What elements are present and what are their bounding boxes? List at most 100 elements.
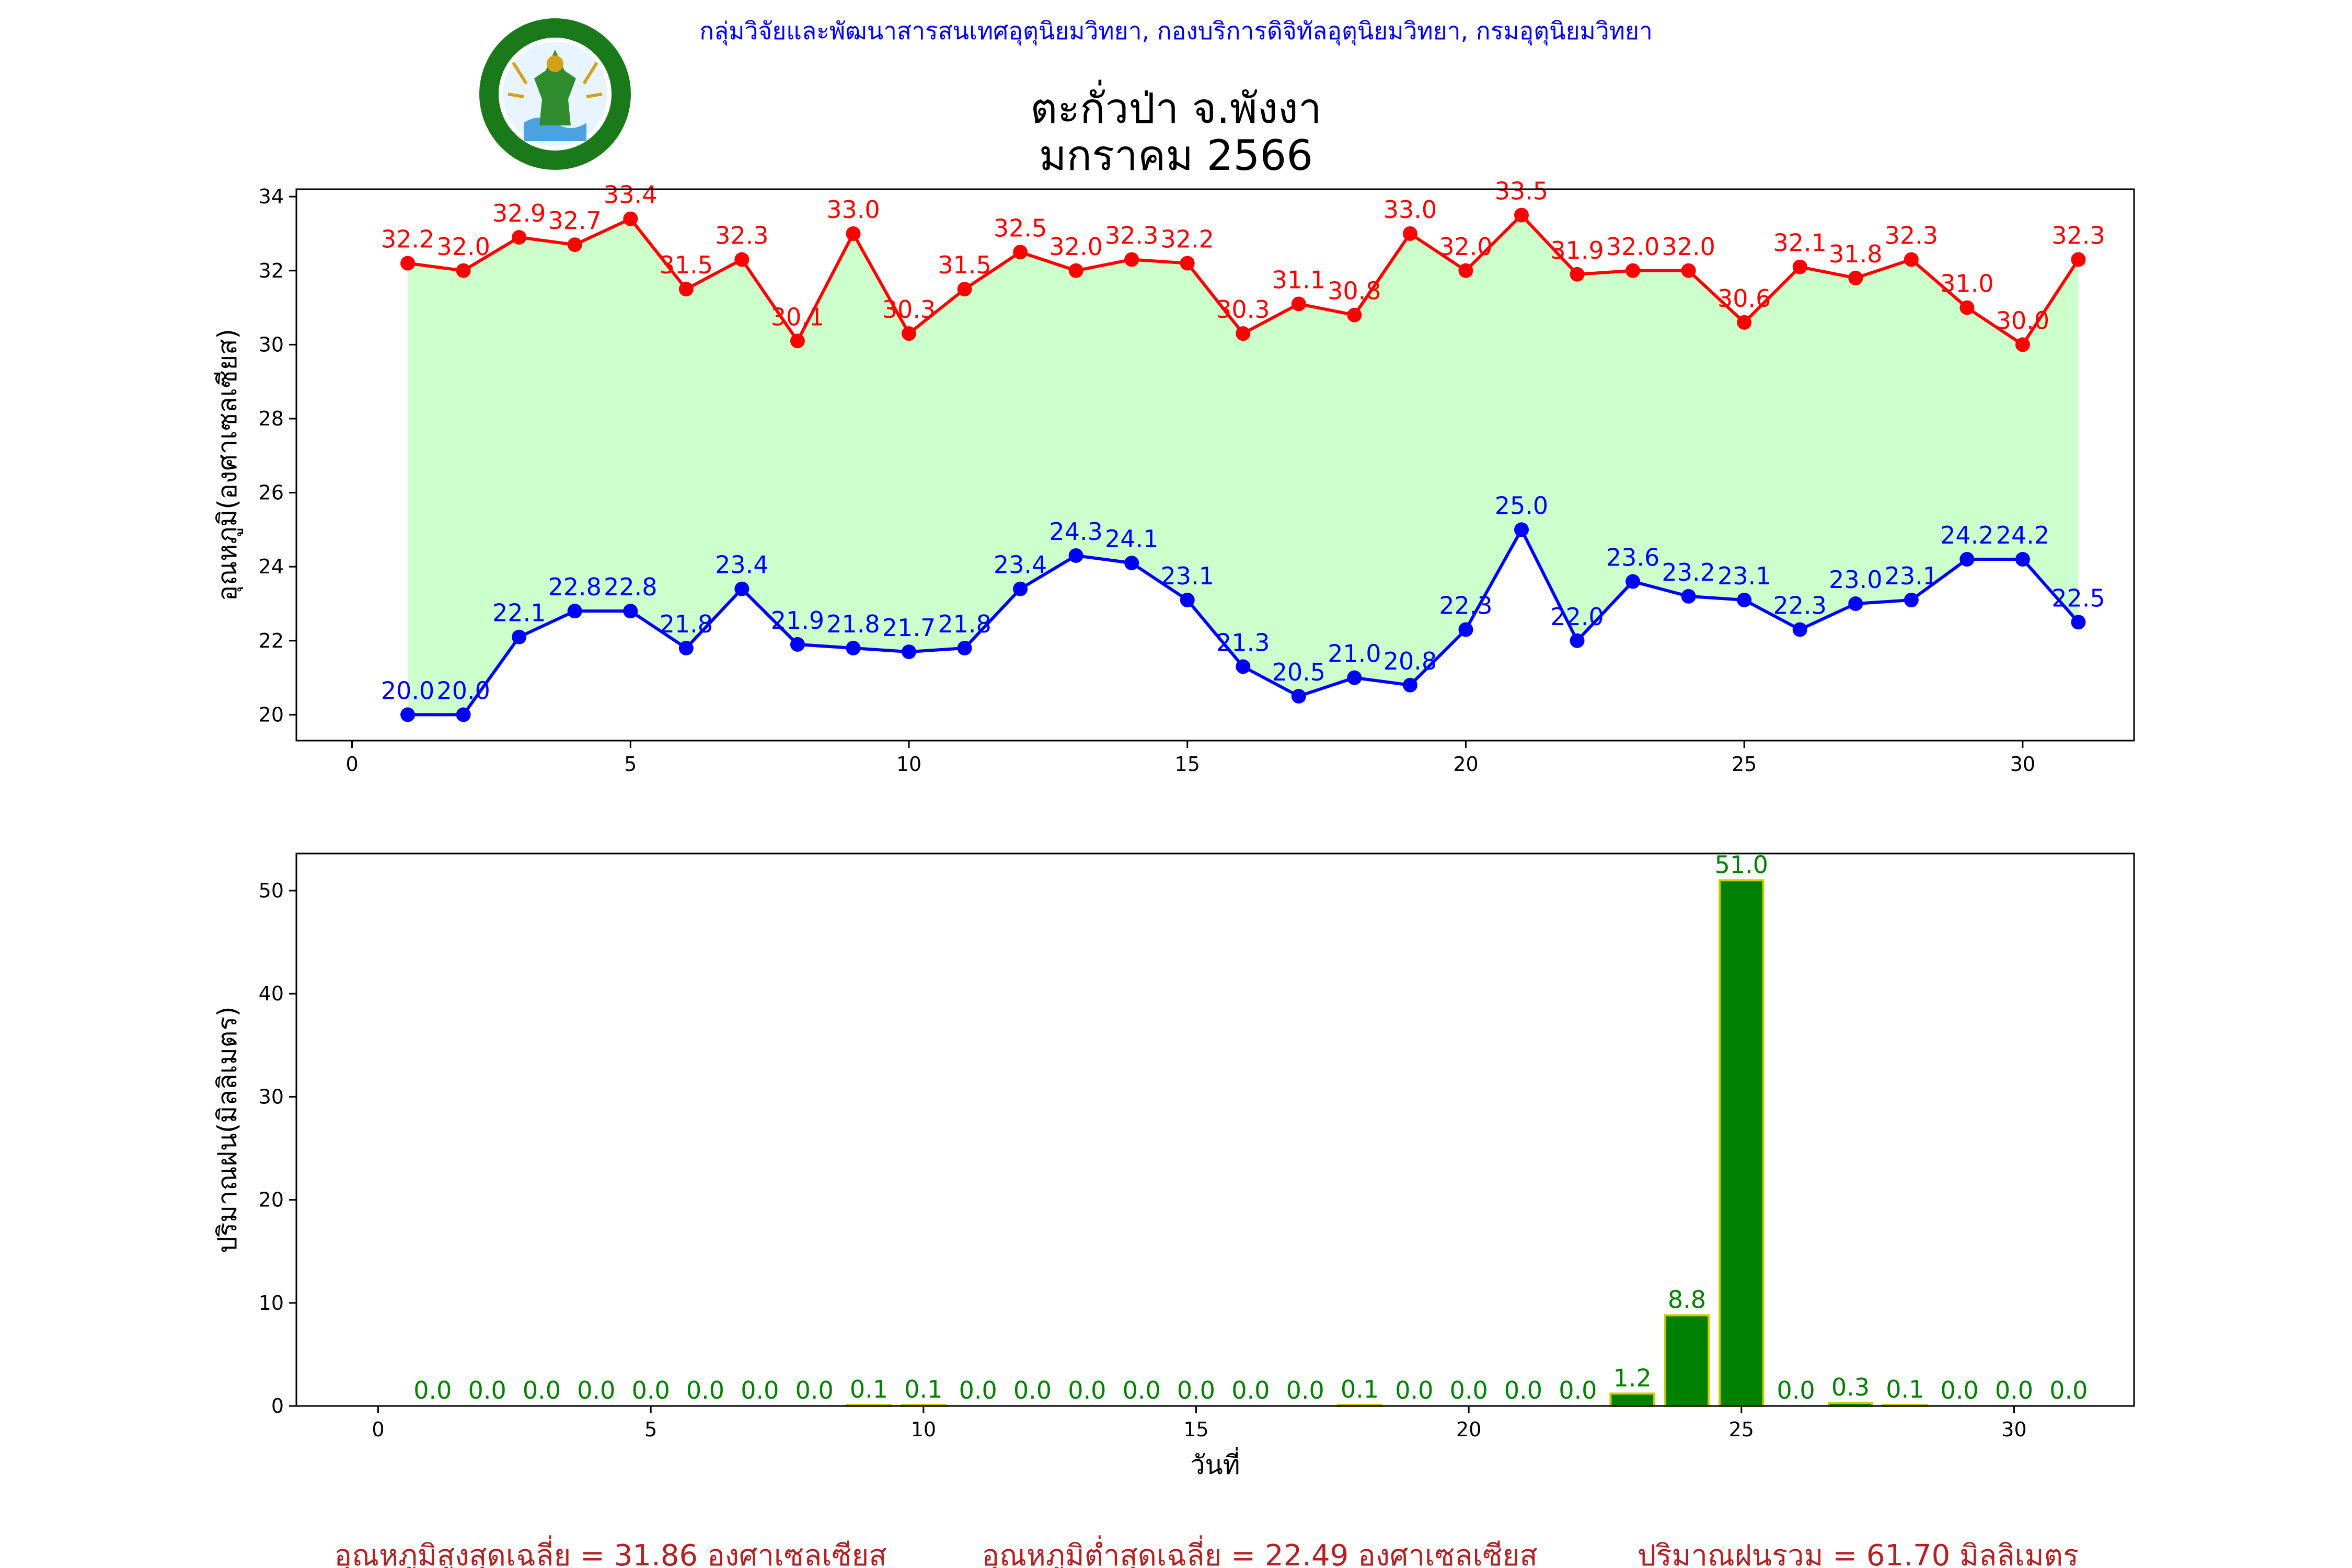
min-temperature-point (567, 604, 582, 619)
rain-label: 0.0 (795, 1376, 834, 1404)
min-temperature-label: 23.1 (1717, 562, 1771, 590)
y-tick-label: 50 (259, 879, 284, 902)
min-temperature-label: 23.6 (1606, 544, 1659, 572)
min-temperature-label: 20.5 (1272, 658, 1325, 686)
y-tick-label: 30 (259, 333, 284, 356)
min-temperature-label: 23.4 (994, 551, 1047, 579)
max-temperature-label: 30.6 (1717, 284, 1771, 313)
min-temperature-point (846, 640, 861, 655)
min-temperature-label: 22.1 (492, 599, 546, 627)
chart-title-line2: มกราคม 2566 (1039, 131, 1313, 180)
rain-label: 0.0 (959, 1376, 997, 1404)
rainfall-plot-frame (295, 852, 2135, 1407)
min-temperature-point (1347, 670, 1362, 685)
min-temperature-point (1904, 592, 1919, 607)
min-temperature-point (1180, 592, 1195, 607)
chart-title-line1: ตะกั่วป่า จ.พังงา (1030, 80, 1322, 133)
min-temperature-point (1236, 659, 1251, 674)
max-temperature-label: 30.8 (1328, 277, 1381, 305)
max-temperature-label: 31.9 (1550, 236, 1604, 264)
rain-label: 0.0 (1013, 1376, 1052, 1404)
max-temperature-label: 30.0 (1996, 306, 2049, 335)
min-temperature-point (957, 640, 972, 655)
min-temperature-label: 24.2 (1996, 521, 2049, 549)
rain-label: 0.0 (1941, 1376, 1979, 1404)
max-temperature-label: 33.5 (1495, 177, 1548, 205)
x-tick-label: 10 (896, 753, 921, 776)
min-temperature-point (1737, 592, 1752, 607)
max-temperature-label: 32.3 (715, 222, 768, 250)
min-temperature-label: 23.0 (1829, 566, 1882, 594)
max-temperature-label: 32.5 (994, 214, 1047, 242)
logo-water (524, 118, 586, 141)
max-temperature-label: 32.7 (548, 206, 602, 235)
min-temperature-label: 21.7 (882, 614, 936, 642)
rain-label: 0.1 (1886, 1375, 1924, 1403)
max-temperature-label: 33.0 (1383, 195, 1437, 224)
rain-label: 0.0 (1286, 1376, 1324, 1404)
rain-label: 0.1 (850, 1375, 888, 1403)
min-temperature-label: 23.4 (715, 551, 768, 579)
rain-label: 51.0 (1715, 850, 1768, 879)
max-temperature-label: 33.0 (826, 195, 880, 224)
max-temperature-point (1180, 256, 1195, 271)
min-temperature-point (512, 629, 527, 644)
x-tick-label: 15 (1183, 1418, 1208, 1441)
rain-label: 0.1 (904, 1375, 942, 1403)
rain-label: 0.0 (1395, 1376, 1433, 1404)
rain-label: 0.0 (523, 1376, 561, 1404)
min-temperature-point (1402, 677, 1417, 693)
max-temperature-label: 30.1 (771, 303, 824, 331)
min-temperature-point (1848, 596, 1863, 612)
y-tick-label: 10 (259, 1292, 284, 1315)
min-temperature-point (2071, 615, 2086, 630)
logo-rays (508, 62, 603, 98)
x-tick-label: 0 (345, 753, 358, 776)
max-temperature-point (1068, 263, 1083, 278)
max-temperature-point (1347, 307, 1362, 322)
y-tick-label: 24 (259, 555, 284, 578)
min-temperature-point (1124, 556, 1139, 571)
rain-label: 0.0 (1068, 1376, 1106, 1404)
min-temperature-label: 23.1 (1161, 562, 1214, 590)
y-tick-label: 20 (259, 1189, 284, 1212)
max-temperature-label: 31.8 (1829, 240, 1882, 268)
max-temperature-point (1904, 252, 1919, 267)
min-temperature-point (1514, 522, 1529, 537)
min-temperature-label: 20.8 (1383, 647, 1437, 675)
max-temperature-label: 32.0 (436, 233, 490, 261)
min-temperature-label: 22.3 (1439, 592, 1492, 620)
min-temperature-point (1013, 581, 1028, 596)
footer-avg-min: อุณหภูมิต่ำสุดเฉลี่ย = 22.49 องศาเซลเซีย… (982, 1535, 1537, 1568)
y-tick-label: 26 (259, 481, 284, 504)
rain-label: 1.2 (1613, 1364, 1652, 1392)
min-temperature-label: 20.0 (436, 676, 490, 705)
max-temperature-point (957, 282, 972, 297)
min-temperature-label: 23.1 (1885, 562, 1938, 590)
rain-bar (1664, 1314, 1710, 1407)
max-temperature-point (790, 333, 805, 349)
x-tick-label: 0 (372, 1418, 384, 1441)
rain-label: 8.8 (1668, 1285, 1706, 1313)
max-temperature-point (2015, 337, 2030, 352)
max-temperature-point (1570, 267, 1585, 282)
max-temperature-label: 32.3 (2051, 222, 2105, 250)
max-temperature-point (512, 230, 527, 245)
x-tick-label: 5 (644, 1418, 657, 1441)
rain-label: 0.3 (1831, 1373, 1870, 1401)
x-tick-label: 20 (1453, 753, 1478, 776)
max-temperature-label: 32.2 (1161, 225, 1214, 253)
min-temperature-point (734, 581, 750, 596)
x-axis-label: วันที่ (1190, 1447, 1240, 1480)
rain-bar (1719, 879, 1765, 1407)
rain-label: 0.0 (413, 1376, 452, 1404)
max-temperature-point (567, 237, 582, 252)
rainfall-chart: 0 5 10 15 20 25 30 0 10 20 30 40 50 ปริมาณฝน(มิลลิเมต… (212, 850, 2135, 1480)
max-temperature-label: 32.0 (1439, 233, 1492, 261)
max-temperature-point (678, 282, 694, 297)
rain-label: 0.0 (741, 1376, 779, 1404)
max-temperature-label: 31.5 (938, 251, 991, 279)
rain-label: 0.0 (1504, 1376, 1542, 1404)
min-temperature-point (623, 604, 638, 619)
